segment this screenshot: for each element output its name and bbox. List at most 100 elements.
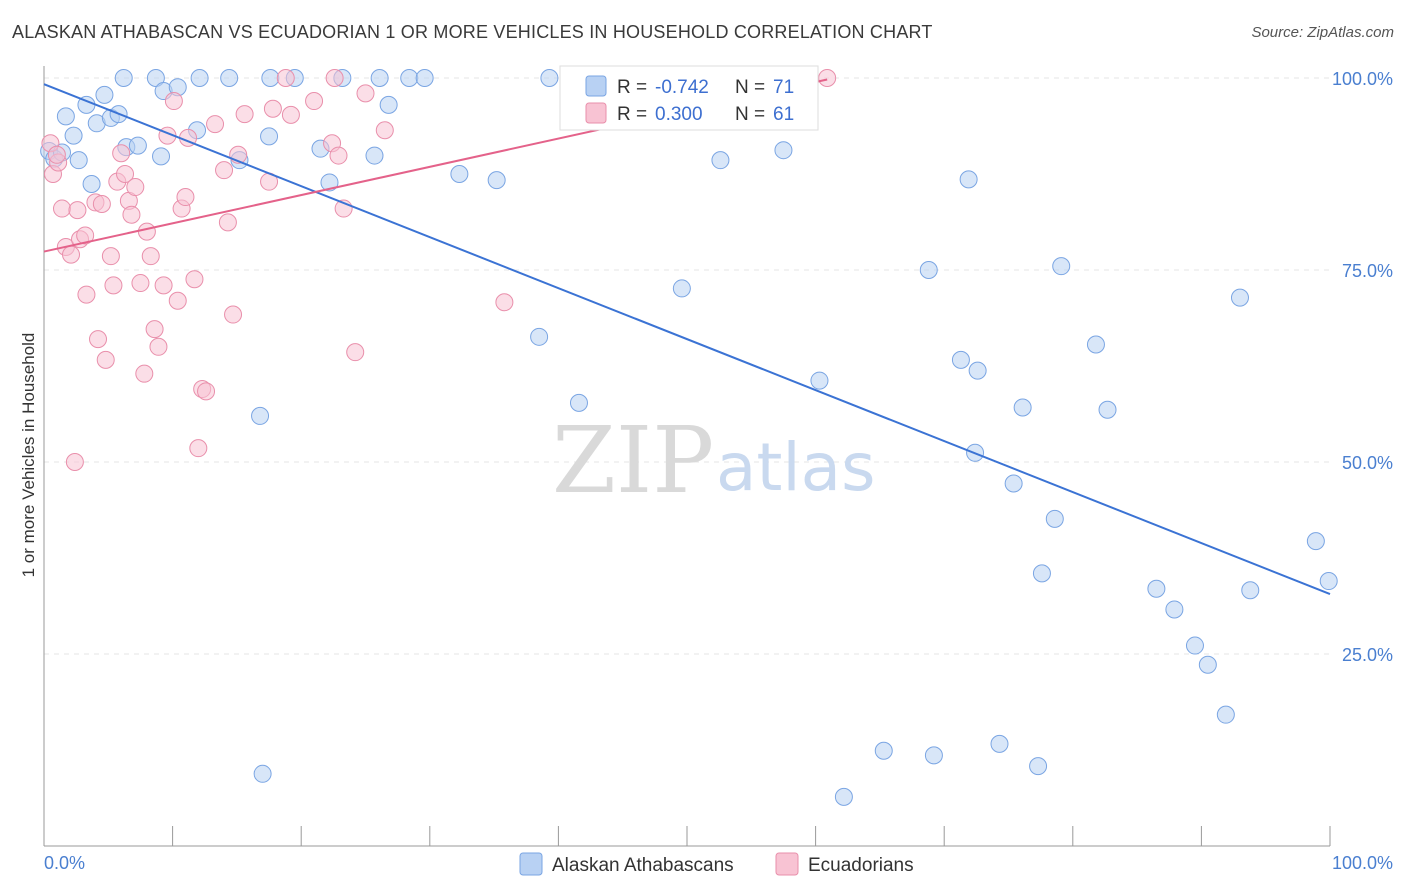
data-point-ecuadorian [131,274,150,293]
legend-r-value-ecuadorian: 0.300 [655,104,703,125]
data-point-ecuadorian [116,165,135,183]
data-point-ecuadorian [122,205,141,224]
data-point-athabascan [834,787,853,806]
y-axis-label: 1 or more Vehicles in Household [19,333,38,578]
data-point-athabascan [95,85,114,104]
data-point-ecuadorian [305,92,324,111]
data-point-athabascan [924,746,943,765]
data-point-athabascan [672,279,691,298]
data-point-ecuadorian [77,285,96,304]
data-point-ecuadorian [215,161,234,180]
legend-swatch-athabascan [585,75,607,97]
data-point-ecuadorian [101,247,120,266]
data-point-athabascan [64,126,83,145]
data-point-ecuadorian [126,178,145,197]
data-point-athabascan [114,69,133,87]
data-point-athabascan [968,361,987,380]
data-point-ecuadorian [346,343,365,362]
data-point-athabascan [1185,636,1204,655]
data-point-ecuadorian [235,105,254,124]
legend-r-value-athabascan: -0.742 [655,77,709,98]
data-point-ecuadorian [185,270,204,289]
data-point-athabascan [569,393,588,412]
data-point-athabascan [56,107,75,126]
data-point-ecuadorian [176,188,195,207]
data-point-ecuadorian [206,115,225,134]
data-point-athabascan [1029,757,1048,776]
data-point-athabascan [320,173,339,192]
data-point-athabascan [261,69,280,87]
data-point-athabascan [260,127,279,146]
data-point-ecuadorian [168,291,187,310]
data-point-athabascan [1147,579,1166,598]
data-point-athabascan [951,350,970,369]
data-point-athabascan [774,141,793,160]
data-point-ecuadorian [149,337,168,356]
data-point-ecuadorian [325,69,344,87]
legend-swatch-ecuadorian [585,102,607,124]
data-point-athabascan [400,69,419,87]
data-point-athabascan [1045,509,1064,528]
data-point-ecuadorian [92,194,111,213]
series-legend: Alaskan Athabascans Ecuadorians [519,852,914,876]
data-point-ecuadorian [137,222,156,241]
source-credit: Source: ZipAtlas.com [1251,24,1394,41]
data-point-athabascan [1198,655,1217,674]
data-point-ecuadorian [224,305,243,324]
data-point-ecuadorian [76,226,95,245]
data-point-athabascan [450,165,469,183]
y-tick-label-100: 100.0% [1332,69,1393,89]
data-point-athabascan [1032,564,1051,583]
bottom-legend-swatch-ecuadorian [775,852,799,876]
data-point-athabascan [69,151,88,170]
correlation-legend: R = -0.742 N = 71 R = 0.300 N = 61 [559,65,819,131]
data-point-ecuadorian [356,84,375,103]
data-point-athabascan [919,261,938,279]
data-point-athabascan [990,734,1009,753]
watermark-zip: ZIP [552,407,714,514]
data-point-ecuadorian [375,121,394,140]
data-point-ecuadorian [62,245,81,264]
data-point-ecuadorian [197,382,216,401]
data-point-athabascan [253,764,272,783]
data-point-athabascan [1052,257,1071,276]
data-point-athabascan [810,371,829,390]
legend-n-value-ecuadorian: 61 [773,104,794,125]
data-point-athabascan [959,170,978,189]
data-point-ecuadorian [276,69,295,87]
data-point-athabascan [1306,532,1325,551]
y-tick-label-25: 25.0% [1342,645,1393,665]
x-tick-label-max: 100.0% [1332,853,1393,873]
y-tick-labels: 100.0% 75.0% 50.0% 25.0% [1332,69,1393,665]
data-point-athabascan [82,174,101,193]
data-point-athabascan [1241,581,1260,600]
watermark: ZIP atlas [552,407,876,514]
data-point-athabascan [540,69,559,87]
data-point-athabascan [1216,705,1235,724]
y-tick-label-75: 75.0% [1342,261,1393,281]
data-point-athabascan [1004,474,1023,493]
data-point-ecuadorian [68,201,87,220]
data-point-athabascan [530,327,549,346]
y-tick-label-50: 50.0% [1342,453,1393,473]
data-point-ecuadorian [818,69,837,87]
data-point-ecuadorian [145,320,164,339]
data-point-ecuadorian [164,92,183,111]
data-point-athabascan [1013,398,1032,417]
data-point-ecuadorian [189,439,208,458]
data-point-athabascan [370,69,389,87]
legend-r-label-ecuadorian: R = [617,104,647,125]
data-point-ecuadorian [65,453,84,471]
data-point-athabascan [190,69,209,87]
data-point-athabascan [128,136,147,155]
points-layer [40,69,1338,806]
bottom-legend-swatch-athabascan [519,852,543,876]
data-point-ecuadorian [104,276,123,295]
data-point-ecuadorian [329,146,348,165]
data-point-ecuadorian [281,105,300,124]
legend-r-label-athabascan: R = [617,77,647,98]
data-point-ecuadorian [495,293,514,312]
data-point-ecuadorian [89,330,108,349]
data-point-ecuadorian [53,199,72,218]
